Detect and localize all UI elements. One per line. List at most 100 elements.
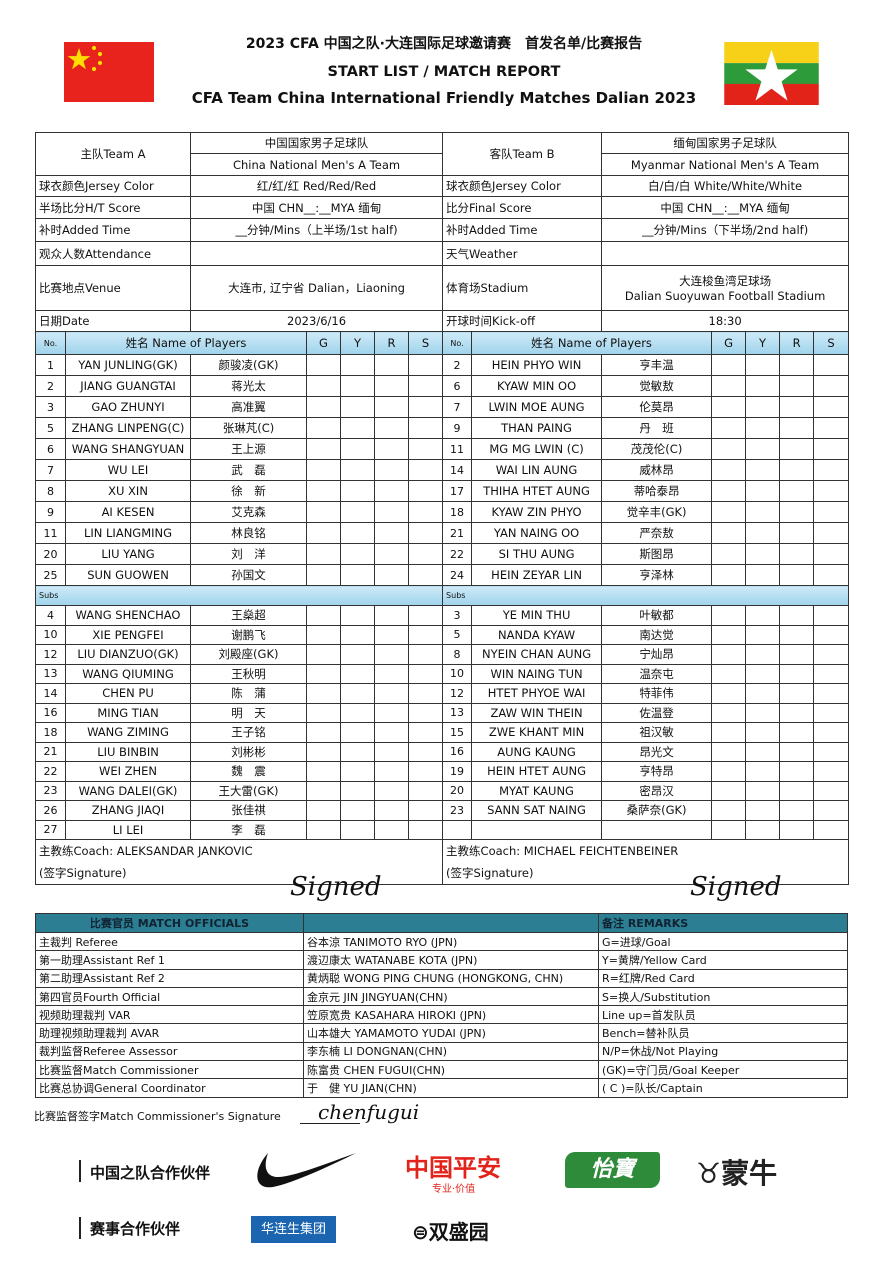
player-r-cell bbox=[374, 480, 410, 502]
player-r-cell bbox=[779, 438, 815, 460]
player-g-cell bbox=[711, 480, 747, 502]
player-r-cell bbox=[374, 396, 410, 418]
date-value: 2023/6/16 bbox=[190, 310, 444, 332]
player-y-cell bbox=[340, 624, 376, 645]
player-number: 27 bbox=[35, 819, 66, 840]
player-r-cell bbox=[374, 800, 410, 821]
player-r-cell bbox=[374, 417, 410, 439]
player-name-cn: 威林昂 bbox=[601, 459, 713, 481]
player-row: 21 LIU BINBIN 刘彬彬 16 AUNG KAUNG 昂光文 bbox=[35, 741, 850, 762]
date-label: 日期Date bbox=[34, 310, 192, 332]
official-role: 裁判监督Referee Assessor bbox=[35, 1041, 304, 1062]
player-name-cn: 张琳芃(C) bbox=[190, 417, 308, 439]
player-number: 11 bbox=[35, 522, 66, 544]
player-name-en: AI KESEN bbox=[64, 501, 192, 523]
player-s-cell bbox=[408, 375, 444, 397]
official-row: 助理视频助理裁判 AVAR 山本雄大 YAMAMOTO YUDAI (JPN) Be… bbox=[35, 1023, 848, 1043]
player-g-cell bbox=[306, 522, 342, 544]
player-name-cn: 斯图昂 bbox=[601, 543, 713, 565]
official-name: 李东楠 LI DONGNAN(CHN) bbox=[303, 1041, 599, 1062]
col-name: 姓名 Name of Players bbox=[64, 331, 308, 355]
official-role: 主裁判 Referee bbox=[35, 931, 304, 952]
player-name-cn: 叶敏都 bbox=[601, 605, 713, 626]
ht-score-label: 半场比分H/T Score bbox=[34, 196, 192, 219]
player-name-cn: 明 天 bbox=[190, 702, 308, 723]
player-g-cell bbox=[711, 624, 747, 645]
official-role: 比赛监督Match Commissioner bbox=[35, 1060, 304, 1080]
event-partners-label: 赛事合作伙伴 bbox=[90, 1220, 181, 1238]
player-g-cell bbox=[711, 663, 747, 684]
player-name-en: WIN NAING TUN bbox=[471, 663, 603, 684]
team-a-label: 主队Team A bbox=[34, 132, 192, 176]
player-row: 10 XIE PENGFEI 谢鹏飞 5 NANDA KYAW 南达觉 bbox=[35, 624, 850, 645]
player-s-cell bbox=[813, 683, 850, 704]
player-g-cell bbox=[711, 459, 747, 481]
player-name-cn: 王子铭 bbox=[190, 722, 308, 743]
player-s-cell bbox=[813, 780, 850, 801]
player-s-cell bbox=[408, 564, 444, 586]
player-y-cell bbox=[340, 459, 376, 481]
player-s-cell bbox=[408, 396, 444, 418]
player-row: 14 CHEN PU 陈 蒲 12 HTET PHYOE WAI 特菲伟 bbox=[35, 683, 850, 704]
player-y-cell bbox=[745, 644, 781, 665]
player-name-cn: 南达觉 bbox=[601, 624, 713, 645]
player-g-cell bbox=[306, 354, 342, 376]
team-b-cn: 缅甸国家男子足球队 bbox=[601, 132, 850, 154]
official-name: 于 健 YU JIAN(CHN) bbox=[303, 1078, 599, 1098]
player-g-cell bbox=[711, 702, 747, 723]
player-y-cell bbox=[340, 644, 376, 665]
player-g-cell bbox=[711, 780, 747, 801]
player-row: 8 XU XIN 徐 新 17 THIHA HTET AUNG 蒂哈泰昂 bbox=[35, 480, 850, 502]
player-name-cn: 昂光文 bbox=[601, 741, 713, 762]
player-r-cell bbox=[779, 522, 815, 544]
player-name-cn: 亨丰温 bbox=[601, 354, 713, 376]
player-r-cell bbox=[779, 722, 815, 743]
player-row: 27 LI LEI 李 磊 bbox=[35, 819, 850, 840]
player-g-cell bbox=[306, 396, 342, 418]
player-number: 23 bbox=[35, 780, 66, 801]
player-name-cn: 刘彬彬 bbox=[190, 741, 308, 762]
player-name-en: WANG SHENCHAO bbox=[64, 605, 192, 626]
player-name-cn bbox=[601, 819, 713, 840]
player-name-en: THIHA HTET AUNG bbox=[471, 480, 603, 502]
player-g-cell bbox=[711, 741, 747, 762]
player-s-cell bbox=[813, 438, 850, 460]
player-number: 21 bbox=[442, 522, 473, 544]
commissioner-signature-label: 比赛监督签字Match Commissioner's Signature bbox=[34, 1110, 281, 1123]
player-row: 7 WU LEI 武 磊 14 WAI LIN AUNG 威林昂 bbox=[35, 459, 850, 481]
officials-header: 比赛官员 MATCH OFFICIALS bbox=[35, 913, 304, 933]
weather-value bbox=[601, 241, 850, 266]
partners-label: 中国之队合作伙伴 bbox=[90, 1164, 211, 1182]
player-y-cell bbox=[340, 522, 376, 544]
player-name-en: MING TIAN bbox=[64, 702, 192, 723]
player-y-cell bbox=[340, 564, 376, 586]
player-number: 21 bbox=[35, 741, 66, 762]
player-y-cell bbox=[340, 800, 376, 821]
player-name-en: KYAW ZIN PHYO bbox=[471, 501, 603, 523]
player-row: 9 AI KESEN 艾克森 18 KYAW ZIN PHYO 觉辛丰(GK) bbox=[35, 501, 850, 523]
signature-label-b: (签字Signature) bbox=[442, 862, 850, 885]
player-s-cell bbox=[408, 683, 444, 704]
player-g-cell bbox=[711, 417, 747, 439]
player-s-cell bbox=[408, 761, 444, 782]
player-name-en: WANG SHANGYUAN bbox=[64, 438, 192, 460]
player-g-cell bbox=[306, 605, 342, 626]
player-s-cell bbox=[813, 375, 850, 397]
official-role: 助理视频助理裁判 AVAR bbox=[35, 1023, 304, 1043]
player-y-cell bbox=[340, 354, 376, 376]
player-number: 10 bbox=[35, 624, 66, 645]
player-name-cn: 王燊超 bbox=[190, 605, 308, 626]
player-s-cell bbox=[408, 501, 444, 523]
player-row: 16 MING TIAN 明 天 13 ZAW WIN THEIN 佐温登 bbox=[35, 702, 850, 723]
official-row: 比赛监督Match Commissioner 陈富贵 CHEN FUGUI(CHN… bbox=[35, 1060, 848, 1080]
players-header-row: No. 姓名 Name of Players G Y R S No. 姓名 Name of P… bbox=[35, 331, 850, 355]
player-row: 3 GAO ZHUNYI 高准翼 7 LWIN MOE AUNG 伦莫昂 bbox=[35, 396, 850, 418]
player-y-cell bbox=[340, 375, 376, 397]
player-name-en: LI LEI bbox=[64, 819, 192, 840]
player-g-cell bbox=[711, 800, 747, 821]
player-r-cell bbox=[779, 761, 815, 782]
player-y-cell bbox=[745, 819, 781, 840]
player-g-cell bbox=[306, 438, 342, 460]
player-name-en: ZAW WIN THEIN bbox=[471, 702, 603, 723]
official-row: 第四官员Fourth Official 金京元 JIN JINGYUAN(CHN)… bbox=[35, 986, 848, 1007]
